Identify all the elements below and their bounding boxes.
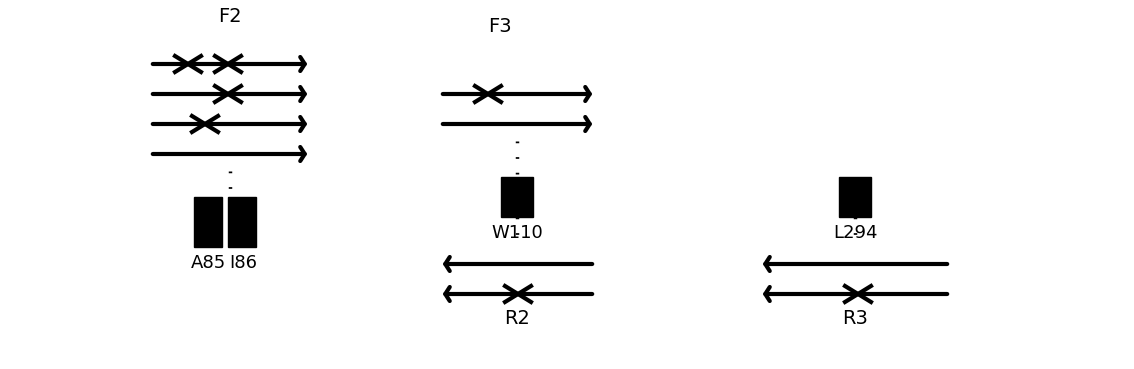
Bar: [501, 177, 533, 217]
Bar: [228, 197, 256, 247]
Text: L294: L294: [832, 224, 878, 242]
Text: F2: F2: [218, 7, 242, 27]
Text: R3: R3: [843, 310, 868, 328]
Text: I86: I86: [229, 254, 257, 272]
Text: W110: W110: [491, 224, 543, 242]
Text: R2: R2: [503, 310, 530, 328]
Bar: [839, 177, 871, 217]
Text: A85: A85: [191, 254, 226, 272]
Text: F3: F3: [489, 17, 511, 37]
Bar: [194, 197, 222, 247]
